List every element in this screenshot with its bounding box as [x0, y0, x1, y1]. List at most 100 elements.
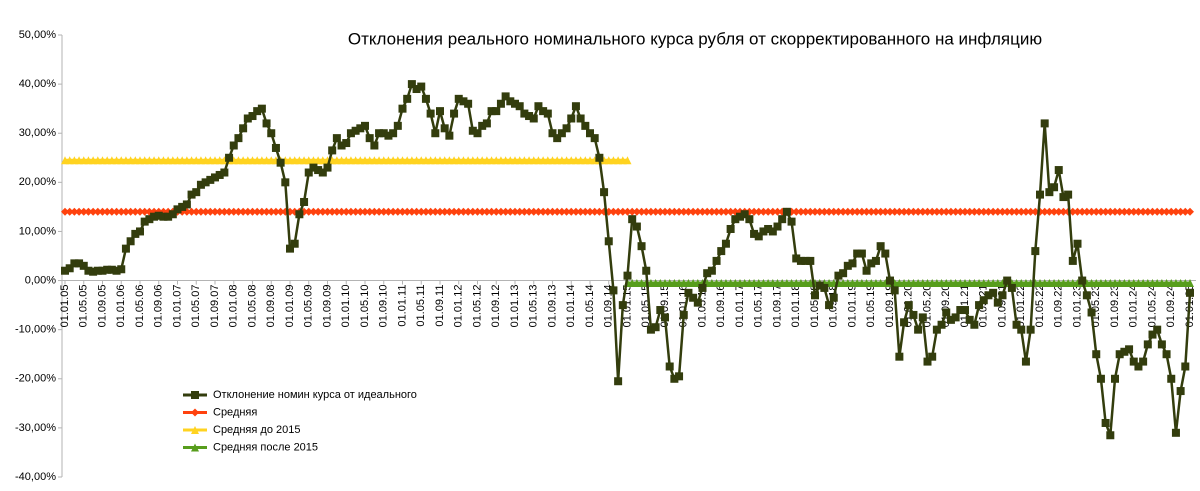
- point: [534, 102, 543, 111]
- point: [478, 121, 487, 130]
- point: [806, 207, 815, 216]
- point: [196, 180, 205, 189]
- point: [84, 266, 93, 275]
- point: [314, 207, 323, 216]
- point: [1153, 325, 1162, 334]
- point: [187, 207, 196, 216]
- point: [117, 265, 126, 274]
- point: [89, 267, 98, 276]
- point: [262, 207, 271, 216]
- point: [93, 207, 102, 216]
- point: [726, 207, 735, 216]
- x-tick-label: 01.05.08: [246, 285, 258, 328]
- point: [632, 222, 641, 231]
- point: [506, 97, 515, 106]
- point: [496, 207, 505, 216]
- point: [61, 207, 69, 216]
- point: [909, 310, 918, 319]
- point: [576, 114, 585, 123]
- x-tick-label: 01.05.19: [865, 285, 877, 328]
- x-tick-label: 01.09.09: [321, 285, 333, 328]
- x-tick-label: 01.09.14: [603, 285, 615, 328]
- legend-label: Средняя до 2015: [213, 424, 300, 436]
- point: [839, 269, 848, 278]
- point: [553, 134, 562, 143]
- point: [501, 207, 510, 216]
- point: [1021, 207, 1030, 216]
- point: [571, 102, 580, 111]
- point: [773, 222, 782, 231]
- legend-marker: [191, 426, 199, 434]
- point: [689, 207, 698, 216]
- point: [1064, 190, 1073, 199]
- point: [979, 207, 988, 216]
- point: [965, 207, 974, 216]
- point: [403, 207, 412, 216]
- point: [754, 207, 763, 216]
- point: [1139, 207, 1148, 216]
- point: [487, 207, 496, 216]
- point: [375, 129, 384, 138]
- point: [900, 318, 909, 327]
- point: [1050, 207, 1059, 216]
- point: [1059, 207, 1068, 216]
- point: [754, 232, 763, 241]
- point: [211, 173, 219, 182]
- point: [121, 244, 130, 253]
- point: [309, 163, 318, 172]
- point: [487, 107, 496, 116]
- point: [881, 249, 890, 258]
- point: [459, 207, 468, 216]
- point: [454, 94, 463, 103]
- x-tick-label: 01.01.09: [284, 285, 296, 328]
- point: [825, 301, 834, 310]
- x-tick-label: 01.05.22: [1034, 285, 1046, 328]
- point: [904, 301, 913, 310]
- point: [853, 207, 862, 216]
- point: [792, 254, 801, 263]
- point: [1139, 357, 1148, 366]
- x-tick-label: 01.01.17: [734, 285, 746, 328]
- point: [637, 207, 646, 216]
- point: [1087, 207, 1096, 216]
- point: [1054, 166, 1063, 175]
- point: [421, 94, 430, 103]
- point: [586, 207, 594, 216]
- point: [984, 207, 993, 216]
- point: [482, 119, 491, 128]
- point: [890, 207, 899, 216]
- point: [656, 306, 665, 315]
- point: [970, 207, 979, 216]
- point: [764, 224, 773, 233]
- point: [871, 256, 880, 265]
- point: [473, 129, 482, 138]
- x-tick-label: 01.09.07: [209, 285, 221, 328]
- point: [1148, 207, 1157, 216]
- point: [571, 207, 580, 216]
- point: [661, 207, 669, 216]
- point: [1157, 207, 1166, 216]
- point: [670, 207, 679, 216]
- y-tick-label: -10,00%: [15, 324, 56, 336]
- x-tick-label: 01.09.24: [1165, 285, 1177, 328]
- point: [243, 207, 252, 216]
- point: [895, 352, 904, 361]
- point: [1106, 431, 1115, 440]
- point: [375, 207, 384, 216]
- point: [1157, 340, 1166, 349]
- point: [768, 207, 777, 216]
- point: [567, 114, 576, 123]
- point: [229, 141, 238, 150]
- point: [1007, 207, 1016, 216]
- point: [1045, 188, 1054, 197]
- point: [918, 207, 927, 216]
- point: [136, 207, 144, 216]
- point: [1045, 207, 1054, 216]
- x-tick-label: 01.09.13: [546, 285, 558, 328]
- point: [351, 126, 360, 135]
- point: [393, 121, 402, 130]
- point: [70, 259, 79, 268]
- point: [482, 207, 491, 216]
- y-tick-label: 50,00%: [19, 29, 57, 41]
- point: [1078, 207, 1087, 216]
